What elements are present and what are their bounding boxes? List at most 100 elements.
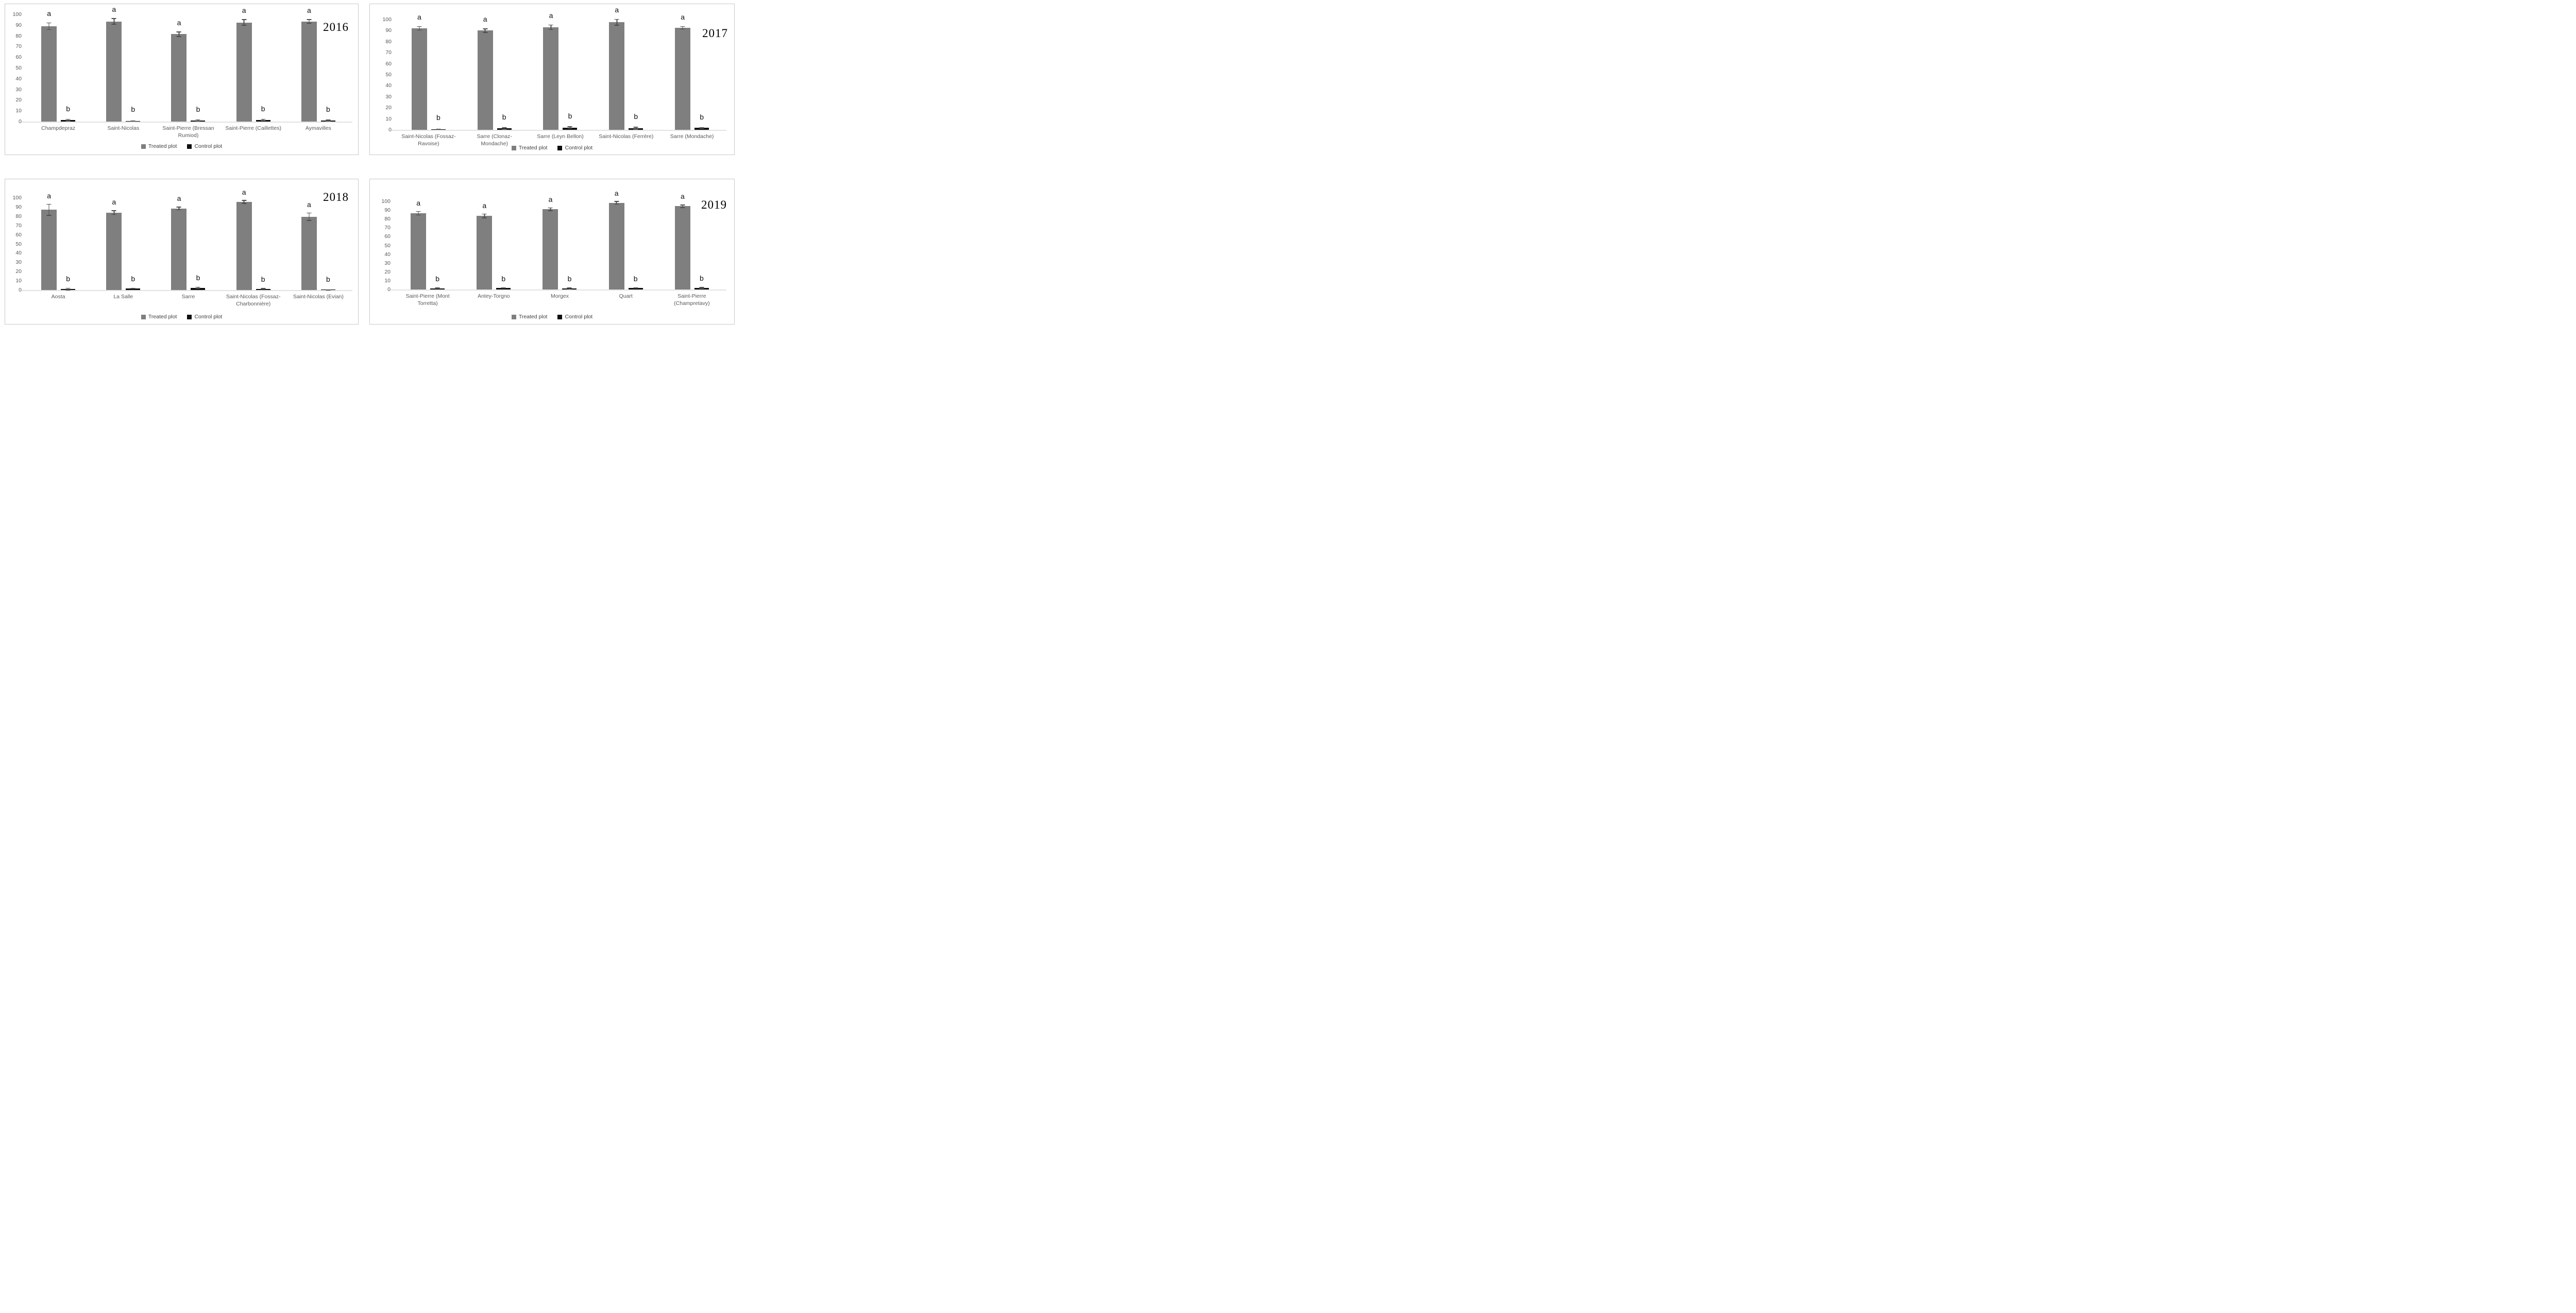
bar-group xyxy=(156,207,221,290)
significance-letter: a xyxy=(680,192,685,201)
error-bar xyxy=(633,287,638,289)
x-axis-line xyxy=(391,289,726,291)
error-bar xyxy=(242,200,247,204)
treated-bar xyxy=(106,18,122,122)
error-bar xyxy=(46,203,52,216)
x-axis-line xyxy=(22,122,352,123)
significance-letter: b xyxy=(261,105,265,113)
y-tick-label: 20 xyxy=(384,268,391,275)
significance-letter: b xyxy=(326,105,330,114)
chart-panel-2017: 2017 0 10 20 30 40 50 60 70 80 90 100 a b a b a b a b a b Sa… xyxy=(369,4,735,155)
control-bar xyxy=(320,120,335,122)
control-bar xyxy=(126,121,141,122)
treated-bar xyxy=(301,212,317,290)
bar-group xyxy=(286,212,351,291)
legend: Treated plot Control plot xyxy=(5,314,358,320)
bar-group xyxy=(221,19,286,122)
control-swatch-icon xyxy=(557,314,563,319)
category-axis: Aosta La Salle Sarre Saint-Nicolas (Fossaz-… xyxy=(26,293,351,308)
category-label: Aosta xyxy=(51,294,65,300)
error-bar xyxy=(46,22,52,30)
treated-swatch-icon xyxy=(511,314,516,319)
treated-bar xyxy=(411,26,427,130)
y-tick-label: 30 xyxy=(384,260,391,266)
treated-bar xyxy=(41,22,57,122)
control-bar xyxy=(694,287,709,289)
bar-group xyxy=(91,18,156,122)
control-bar xyxy=(320,289,335,291)
treated-bar xyxy=(675,26,691,130)
treated-bar xyxy=(41,203,57,290)
x-axis-line xyxy=(392,130,726,131)
x-axis-line xyxy=(22,290,352,291)
y-tick-label: 70 xyxy=(384,225,391,231)
error-bar xyxy=(307,19,312,24)
significance-letter: a xyxy=(549,11,553,20)
error-bar xyxy=(65,118,71,122)
legend-item-control: Control plot xyxy=(187,143,222,149)
bar-group xyxy=(461,213,527,289)
significance-letter: a xyxy=(307,200,311,209)
error-bar xyxy=(567,126,572,129)
control-bar xyxy=(431,129,446,130)
legend-label-treated: Treated plot xyxy=(148,143,177,149)
category-label: Saint-Pierre (Champretavy) xyxy=(674,293,710,307)
figure-grid: 2016 0 10 20 30 40 50 60 70 80 90 100 a b a b a b a b a b Ch… xyxy=(0,0,737,329)
category-label: Saint-Pierre (Caillettes) xyxy=(225,125,281,131)
y-tick-label: 40 xyxy=(15,75,22,82)
significance-letter: a xyxy=(112,198,116,207)
y-tick-label: 70 xyxy=(15,43,22,50)
significance-letter: b xyxy=(502,113,506,122)
category-label: Saint-Nicolas (Ferrère) xyxy=(599,133,654,140)
error-bar xyxy=(326,120,331,122)
error-bar xyxy=(176,207,181,211)
treated-bar xyxy=(301,19,317,122)
significance-letter: b xyxy=(196,105,200,114)
y-tick-label: 0 xyxy=(19,287,22,293)
y-tick-label: 30 xyxy=(15,86,22,93)
category-label: Saint-Nicolas (Fossaz-Ravoise) xyxy=(401,133,456,147)
category-label: Sarre (Mondache) xyxy=(670,133,714,140)
category-label: Saint-Pierre (Mont Torretta) xyxy=(405,293,450,307)
y-tick-label: 90 xyxy=(15,22,22,28)
significance-letter: a xyxy=(548,195,553,204)
plot-area: 0 10 20 30 40 50 60 70 80 90 100 a b a b a b a b a b xyxy=(12,6,352,125)
control-bar xyxy=(694,127,709,130)
category-label: Saint-Pierre (Bressan Rumiod) xyxy=(162,125,214,139)
error-bar xyxy=(614,201,619,204)
error-bar xyxy=(614,19,619,26)
bar-group xyxy=(528,24,594,130)
category-axis: Champdepraz Saint-Nicolas Saint-Pierre (Br… xyxy=(26,125,351,139)
control-bar xyxy=(430,287,445,289)
significance-letter: b xyxy=(131,105,135,114)
error-bar xyxy=(680,26,685,30)
treated-bar xyxy=(477,28,493,130)
significance-letter: a xyxy=(483,15,487,24)
category-axis: Saint-Pierre (Mont Torretta) Antey-Torgno… xyxy=(395,293,725,307)
bar-group xyxy=(221,200,286,290)
plot-area: 0 10 20 30 40 50 60 70 80 90 100 a b a b a b a b a b xyxy=(12,189,352,293)
legend-item-treated: Treated plot xyxy=(141,314,177,320)
control-bar xyxy=(628,287,643,289)
error-bar xyxy=(699,287,704,289)
y-tick-label: 100 xyxy=(381,198,391,204)
category-axis: Saint-Nicolas (Fossaz-Ravoise) Sarre (Clo… xyxy=(396,133,725,147)
year-label: 2016 xyxy=(323,21,349,33)
year-label: 2018 xyxy=(323,191,349,203)
control-bar xyxy=(497,127,512,130)
error-bar xyxy=(548,207,553,211)
bar-group xyxy=(659,26,725,130)
chart-panel-2018: 2018 0 10 20 30 40 50 60 70 80 90 100 a b a b a b a b a b Ao… xyxy=(5,179,359,325)
significance-letter: a xyxy=(482,201,487,210)
category-label: Saint-Nicolas (Evian) xyxy=(293,294,344,300)
treated-bar xyxy=(106,210,122,290)
bar-group xyxy=(286,19,351,122)
legend-item-control: Control plot xyxy=(557,314,592,320)
y-tick-label: 50 xyxy=(15,241,22,247)
treated-bar xyxy=(477,213,493,289)
significance-letter: a xyxy=(242,6,246,14)
bar-group xyxy=(26,203,91,291)
y-tick-label: 20 xyxy=(385,105,392,111)
bar-group xyxy=(395,211,461,289)
significance-letter: b xyxy=(700,112,704,121)
